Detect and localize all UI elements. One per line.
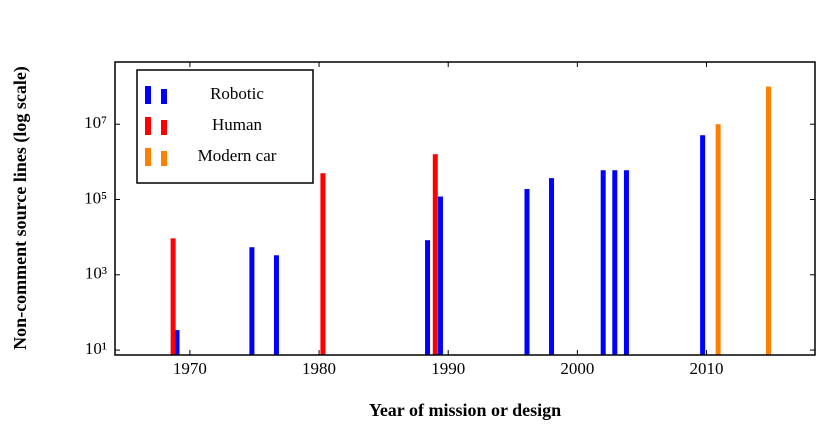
y-tick-label: 10¹ — [85, 339, 107, 358]
legend-label: Human — [212, 115, 263, 134]
x-tick-label: 2010 — [690, 359, 724, 378]
legend-swatch — [145, 117, 151, 135]
x-tick-label: 2000 — [560, 359, 594, 378]
bar — [432, 154, 438, 355]
y-axis-label: Non-comment source lines (log scale) — [10, 66, 31, 350]
bar — [766, 86, 772, 356]
legend-swatch — [161, 120, 167, 135]
bar — [623, 170, 629, 355]
y-tick-label: 10³ — [85, 264, 107, 283]
bar — [273, 255, 279, 355]
legend-swatch — [145, 86, 151, 104]
legend-swatch — [161, 89, 167, 104]
bar — [600, 170, 606, 355]
y-tick-label: 10⁷ — [84, 113, 107, 132]
legend-label: Modern car — [198, 146, 277, 165]
bar — [612, 170, 618, 355]
bar — [524, 189, 530, 355]
bar — [174, 330, 180, 355]
legend-swatch — [161, 151, 167, 166]
plot-frame — [114, 61, 816, 356]
bar — [437, 196, 443, 355]
bar — [170, 238, 176, 355]
x-axis-label: Year of mission or design — [369, 400, 561, 420]
x-tick-label: 1970 — [173, 359, 207, 378]
bar — [249, 247, 255, 355]
bar — [715, 124, 721, 355]
x-tick-label: 1980 — [302, 359, 336, 378]
legend-label: Robotic — [210, 84, 264, 103]
legend-swatch — [145, 148, 151, 166]
x-tick-label: 1990 — [431, 359, 465, 378]
y-tick-label: 10⁵ — [84, 188, 107, 207]
bar — [700, 135, 706, 355]
bar — [320, 173, 326, 355]
bar — [549, 178, 555, 355]
bar — [425, 240, 431, 355]
